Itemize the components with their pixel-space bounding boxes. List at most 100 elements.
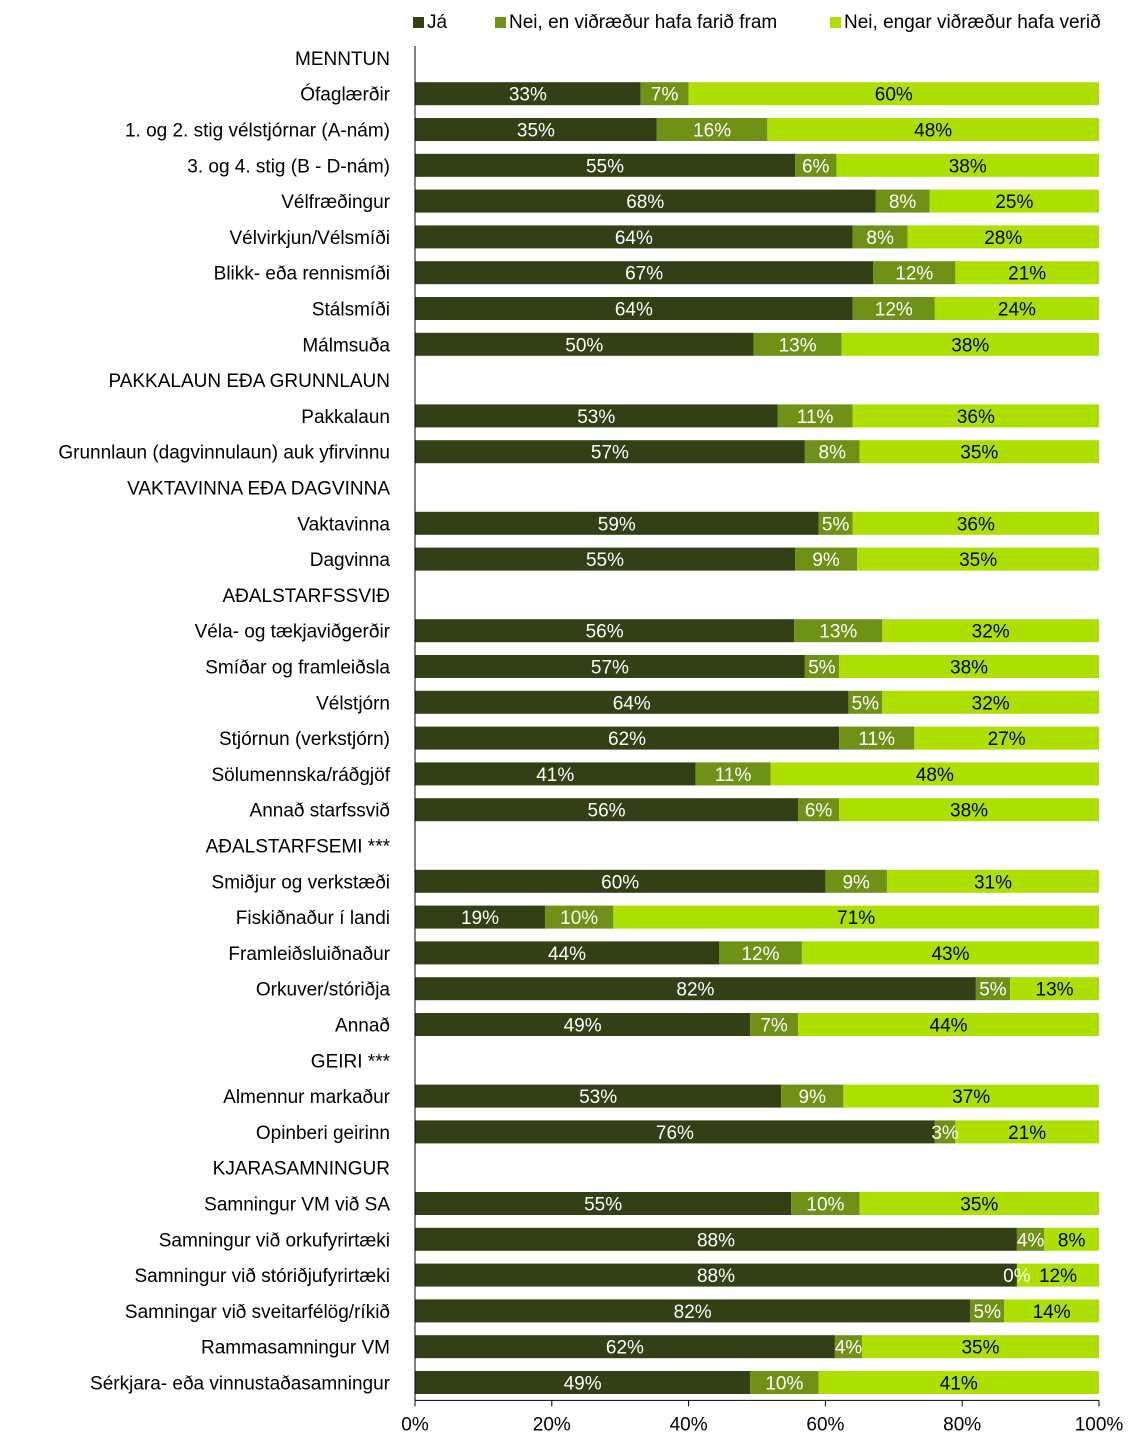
bar-row: Pakkalaun 53% 11% 36%	[301, 404, 1099, 428]
row-label: Almennur markaður	[223, 1087, 391, 1108]
bar-row: Opinberi geirinn 76% 3% 21%	[256, 1120, 1099, 1144]
row-label: Véla- og tækjaviðgerðir	[195, 622, 391, 643]
bar-segment-1	[415, 619, 795, 643]
bar-segment-3	[861, 1335, 1099, 1359]
data-label-2: 10%	[765, 1374, 803, 1395]
bar-row: Almennur markaður 53% 9% 37%	[223, 1084, 1099, 1108]
data-label-1: 64%	[615, 228, 653, 249]
x-tick-label: 0%	[401, 1414, 429, 1435]
bar-segment-2	[640, 82, 689, 106]
data-label-1: 41%	[536, 765, 574, 786]
data-label-1: 68%	[626, 192, 664, 213]
bar-row: Framleiðsluiðnaður 44% 12% 43%	[228, 941, 1099, 965]
bar-row: Sölumennska/ráðgjöf 41% 11% 48%	[212, 762, 1099, 786]
bar-segment-3	[955, 261, 1099, 285]
bar-row: Ófaglærðir 33% 7% 60%	[300, 82, 1099, 106]
bar-row: Annað starfssvið 56% 6% 38%	[250, 798, 1099, 822]
bar-row: Samningur VM við SA 55% 10% 35%	[204, 1192, 1099, 1216]
data-label-3: 24%	[998, 300, 1036, 321]
bar-segment-1	[415, 225, 853, 249]
data-label-1: 35%	[517, 121, 555, 142]
chart-legend: Já Nei, en viðræður hafa farið fram Nei, e…	[413, 12, 1101, 33]
bar-row: Vaktavinna 59% 5% 36%	[297, 511, 1099, 535]
row-label: Dagvinna	[310, 550, 391, 571]
bar-segment-1	[415, 511, 819, 535]
category-header-label: VAKTAVINNA EÐA DAGVINNA	[127, 479, 390, 500]
data-label-2: 6%	[802, 156, 830, 177]
data-label-1: 60%	[601, 872, 639, 893]
category-header: GEIRI ***	[311, 1051, 391, 1072]
bar-segment-3	[1004, 1299, 1099, 1323]
bar-segment-3	[818, 1371, 1099, 1394]
row-label: Orkuver/stóriðja	[256, 980, 391, 1001]
data-label-1: 49%	[564, 1016, 602, 1037]
legend-label-1: Já	[427, 12, 448, 33]
category-header: PAKKALAUN EÐA GRUNNLAUN	[108, 371, 390, 392]
data-label-2: 13%	[819, 622, 857, 643]
data-label-2: 11%	[797, 407, 834, 428]
bar-segment-3	[886, 869, 1099, 893]
row-label: Samningur VM við SA	[204, 1195, 390, 1216]
row-label: Stjórnun (verkstjórn)	[219, 729, 390, 750]
data-label-1: 62%	[608, 729, 646, 750]
category-header: MENNTUN	[295, 49, 390, 70]
data-label-2: 9%	[812, 550, 840, 571]
bar-row: Véla- og tækjaviðgerðir 56% 13% 32%	[195, 619, 1099, 643]
bar-row: Vélvirkjun/Vélsmíði 64% 8% 28%	[230, 225, 1099, 249]
category-header-label: PAKKALAUN EÐA GRUNNLAUN	[108, 371, 390, 392]
row-label: Smiðjur og verkstæði	[212, 872, 390, 893]
bar-row: Vélstjórn 64% 5% 32%	[316, 690, 1099, 714]
bar-segment-3	[882, 690, 1099, 714]
data-label-3: 36%	[957, 407, 995, 428]
bar-segment-3	[770, 762, 1099, 786]
category-header-label: AÐALSTARFSSVIÐ	[222, 586, 390, 607]
bar-segment-3	[1016, 1263, 1099, 1287]
bar-row: 3. og 4. stig (B - D-nám) 55% 6% 38%	[187, 153, 1099, 177]
bar-segment-1	[415, 798, 799, 822]
bar-segment-2	[795, 547, 858, 571]
row-label: 1. og 2. stig vélstjórnar (A-nám)	[125, 121, 390, 142]
data-label-3: 35%	[959, 550, 997, 571]
data-label-2: 7%	[651, 85, 679, 106]
legend-swatch-3	[830, 17, 841, 28]
bar-row: Stálsmíði 64% 12% 24%	[312, 297, 1099, 321]
bar-segment-3	[1044, 1227, 1099, 1251]
data-label-3: 41%	[940, 1374, 978, 1395]
bar-segment-3	[798, 1013, 1099, 1036]
bar-segment-2	[753, 332, 842, 356]
data-label-1: 88%	[697, 1230, 735, 1251]
category-header: AÐALSTARFSSVIÐ	[222, 586, 390, 607]
bar-segment-3	[852, 511, 1099, 535]
bar-segment-2	[750, 1371, 819, 1394]
bar-segment-1	[415, 762, 696, 786]
data-label-2: 11%	[715, 765, 752, 786]
data-label-2: 5%	[974, 1302, 1002, 1323]
data-label-3: 38%	[949, 156, 987, 177]
bar-segment-3	[907, 225, 1099, 249]
data-label-1: 50%	[565, 335, 603, 356]
bar-row: Rammasamningur VM 62% 4% 35%	[201, 1335, 1099, 1359]
data-label-2: 8%	[866, 228, 894, 249]
bar-segment-2	[852, 225, 908, 249]
bar-row: Samningur við stóriðjufyrirtæki 88% 0% 12%	[134, 1263, 1099, 1287]
row-label: Pakkalaun	[301, 407, 390, 428]
bar-segment-1	[415, 297, 853, 320]
data-label-3: 48%	[914, 121, 952, 142]
bar-row: Smiðjur og verkstæði 60% 9% 31%	[212, 869, 1099, 893]
bar-segment-1	[415, 1013, 751, 1036]
data-label-3: 25%	[995, 192, 1033, 213]
bar-segment-1	[415, 977, 976, 1001]
bar-segment-2	[544, 905, 614, 929]
bar-segment-3	[914, 726, 1099, 750]
category-header: AÐALSTARFSEMI ***	[206, 837, 391, 858]
category-header: KJARASAMNINGUR	[213, 1159, 390, 1180]
bar-segment-1	[415, 1120, 935, 1144]
category-header-label: GEIRI ***	[311, 1051, 391, 1072]
bar-row: Samningar við sveitarfélög/ríkið 82% 5% 14%	[125, 1299, 1099, 1323]
bar-segment-2	[695, 762, 771, 786]
bar-segment-1	[415, 690, 849, 714]
bar-row: Sérkjara- eða vinnustaðasamningur 49% 10% 4…	[90, 1371, 1099, 1395]
bar-segment-1	[415, 869, 826, 893]
data-label-2: 5%	[852, 693, 880, 714]
